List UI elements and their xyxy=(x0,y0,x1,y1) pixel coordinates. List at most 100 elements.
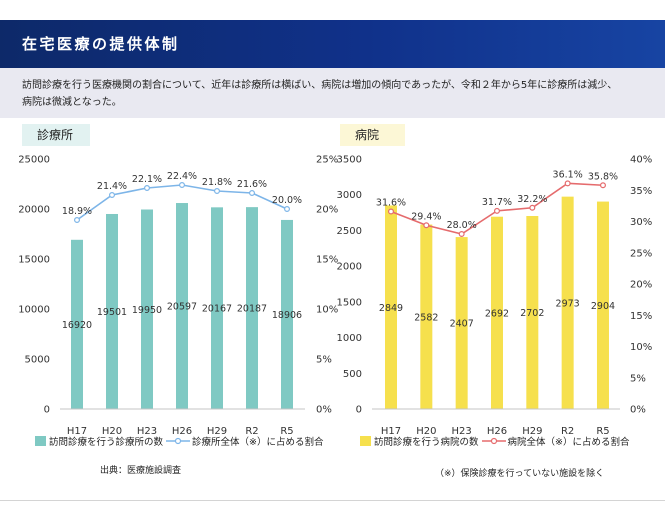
x-axis-tick-label: H26 xyxy=(487,426,507,437)
line-marker xyxy=(214,187,221,194)
bar-value-label: 20597 xyxy=(167,302,197,313)
line-marker xyxy=(493,207,500,214)
legend-bar-swatch xyxy=(35,436,46,446)
divider xyxy=(0,500,665,501)
bar-value-label: 2849 xyxy=(379,303,403,314)
x-axis-tick-label: R2 xyxy=(245,426,258,437)
y-axis-tick-label: 20000 xyxy=(18,205,50,216)
legend-label: 訪問診療を行う病院の数 xyxy=(374,437,479,448)
bar-value-label: 19950 xyxy=(132,305,162,316)
bar xyxy=(420,224,433,409)
x-axis-tick-label: R5 xyxy=(596,426,609,437)
legend-line-swatch xyxy=(166,437,191,445)
x-axis-tick-label: H20 xyxy=(102,426,122,437)
y-axis-tick-label: 1500 xyxy=(337,297,362,308)
legend-line-swatch xyxy=(481,437,506,445)
bar xyxy=(455,237,468,409)
y-axis-tick-label: 10000 xyxy=(18,305,50,316)
y2-axis-tick-label: 30% xyxy=(630,217,652,228)
y2-axis-tick-label: 0% xyxy=(630,405,646,416)
bar-value-label: 18906 xyxy=(272,310,302,321)
hospital-chart: 0 500 1000 1500 2000 2500 3000 3500 0% 5% 10% 15% 20… xyxy=(337,155,653,438)
legend-label: 訪問診療を行う診療所の数 xyxy=(49,437,164,448)
bar-value-label: 2904 xyxy=(591,301,615,312)
bar xyxy=(71,239,83,409)
y-axis-tick-label: 15000 xyxy=(18,255,50,266)
line-marker xyxy=(249,189,256,196)
line-marker xyxy=(529,204,536,211)
x-axis-tick-label: H17 xyxy=(67,426,87,437)
line-value-label: 31.6% xyxy=(376,198,406,209)
x-axis-tick-label: H29 xyxy=(207,426,227,437)
line-value-label: 22.1% xyxy=(132,174,162,185)
line-value-label: 21.4% xyxy=(97,181,127,192)
y2-axis-tick-label: 20% xyxy=(316,205,338,216)
bar-value-label: 20187 xyxy=(237,304,267,315)
legend-label: 診療所全体（※）に占める割合 xyxy=(192,437,324,448)
x-axis-tick-label: R5 xyxy=(280,426,293,437)
line-marker xyxy=(108,191,115,198)
y-axis-tick-label: 1000 xyxy=(337,333,362,344)
bar-value-label: 2973 xyxy=(556,298,580,309)
y-axis-tick-label: 3500 xyxy=(337,155,362,166)
bar xyxy=(211,207,223,409)
legend-marker xyxy=(490,437,497,445)
footnote: （※）保険診療を行っていない施設を除く xyxy=(435,469,605,479)
bar xyxy=(176,203,188,409)
x-axis-tick-label: H17 xyxy=(381,426,401,437)
clinic-chart: 0 5000 10000 15000 20000 25000 0% 5% 10% 15% 20% 25… xyxy=(18,155,338,438)
y-axis-tick-label: 5000 xyxy=(25,355,50,366)
x-axis-tick-label: H29 xyxy=(522,426,542,437)
x-axis-tick-label: H23 xyxy=(137,426,157,437)
line-marker xyxy=(599,182,606,189)
bar xyxy=(490,216,503,409)
clinic-chart-legend: 訪問診療を行う診療所の数 診療所全体（※）に占める割合 xyxy=(35,435,324,448)
line-marker xyxy=(458,230,465,237)
y2-axis-tick-label: 10% xyxy=(630,342,652,353)
x-axis-tick-label: H23 xyxy=(452,426,472,437)
summary-text-line: 病院は微減となった。 xyxy=(22,97,122,108)
bar-value-label: 16920 xyxy=(62,320,92,331)
bar xyxy=(526,216,539,409)
bar-value-label: 2692 xyxy=(485,308,509,319)
y2-axis-tick-label: 15% xyxy=(316,255,338,266)
line-value-label: 31.7% xyxy=(482,197,512,208)
line-marker xyxy=(179,181,186,188)
bar xyxy=(281,219,293,409)
line-value-label: 22.4% xyxy=(167,171,197,182)
line-marker xyxy=(73,216,80,223)
y-axis-tick-label: 2500 xyxy=(337,226,362,237)
bar xyxy=(561,196,574,409)
bar xyxy=(596,201,609,409)
y2-axis-tick-label: 0% xyxy=(316,405,332,416)
y-axis-tick-label: 0 xyxy=(356,405,362,416)
bar xyxy=(106,213,118,409)
hospital-chart-legend: 訪問診療を行う病院の数 病院全体（※）に占める割合 xyxy=(360,435,630,448)
y-axis-tick-label: 2000 xyxy=(337,262,362,273)
bar xyxy=(385,205,397,409)
page-title: 在宅医療の提供体制 xyxy=(22,35,180,53)
y2-axis-tick-label: 5% xyxy=(316,355,332,366)
line-marker xyxy=(564,180,571,187)
line-value-label: 18.9% xyxy=(62,206,92,217)
line-marker xyxy=(387,208,394,215)
line-value-label: 36.1% xyxy=(553,169,583,180)
source-citation: 出典：医療施設調査 xyxy=(100,466,182,476)
summary-text-line: 訪問診療を行う医療機関の割合について、近年は診療所は横ばい、病院は増加の傾向であ… xyxy=(22,80,618,91)
line-value-label: 29.4% xyxy=(411,211,441,222)
y-axis-tick-label: 0 xyxy=(44,405,50,416)
x-axis-tick-label: H26 xyxy=(172,426,192,437)
line-marker xyxy=(423,222,430,229)
bar-value-label: 2407 xyxy=(450,319,474,330)
legend-bar-swatch xyxy=(360,436,371,446)
bar-value-label: 2702 xyxy=(520,308,544,319)
bar xyxy=(141,209,153,409)
bar-value-label: 19501 xyxy=(97,307,127,318)
legend-label: 病院全体（※）に占める割合 xyxy=(507,437,630,448)
bar-value-label: 20167 xyxy=(202,304,232,315)
header-banner: 在宅医療の提供体制 xyxy=(0,20,665,68)
y2-axis-tick-label: 15% xyxy=(630,311,652,322)
x-axis-tick-label: H20 xyxy=(416,426,436,437)
clinic-chart-title: 診療所 xyxy=(22,124,90,146)
y-axis-tick-label: 3000 xyxy=(337,190,362,201)
